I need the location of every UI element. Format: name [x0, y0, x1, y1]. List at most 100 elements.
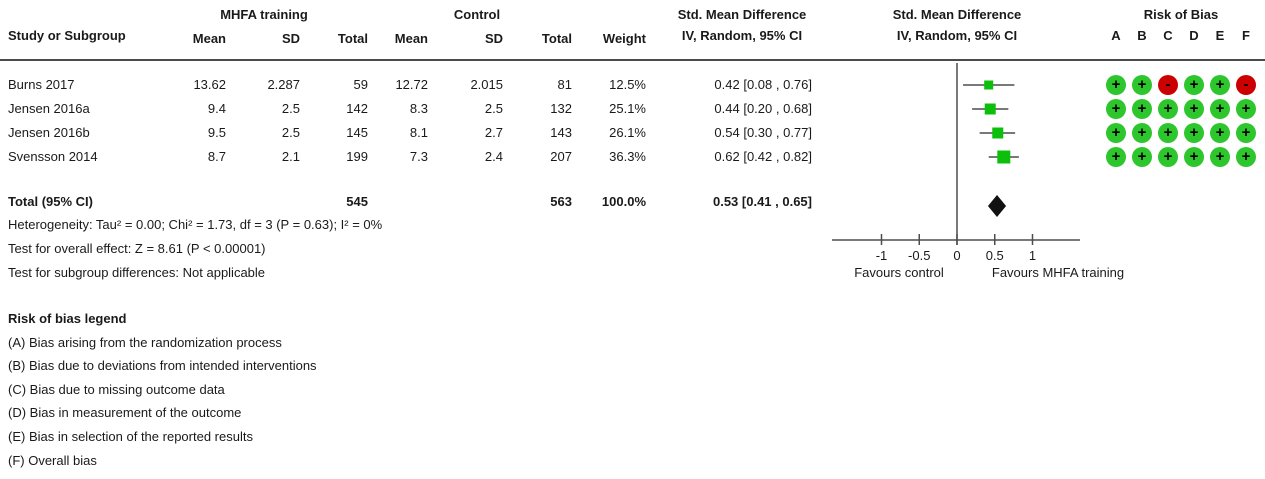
- study-sd1-value: 2.1: [281, 149, 300, 164]
- study-ci-value: 0.54 [0.30 , 0.77]: [714, 125, 812, 140]
- study-total1-value: 145: [346, 125, 368, 140]
- heterogeneity-stat: Heterogeneity: Tau² = 0.00; Chi² = 1.73,…: [8, 217, 383, 232]
- legend-item: (E) Bias in selection of the reported re…: [8, 428, 253, 444]
- study-weight-value: 25.1%: [609, 101, 646, 116]
- study-weight-value: 12.5%: [609, 77, 646, 92]
- mean-control-header: Mean: [394, 31, 428, 46]
- rob-letter-A: A: [1111, 28, 1121, 43]
- effect-square: [992, 127, 1004, 139]
- legend-item: (F) Overall bias: [8, 452, 97, 468]
- study-mean2-value: 7.3: [409, 149, 428, 164]
- study-name: Jensen 2016b: [8, 125, 90, 140]
- rob-low-risk-icon: +: [1106, 123, 1126, 143]
- study-name: Burns 2017: [8, 77, 75, 92]
- iv-random-col-header: IV, Random, 95% CI: [681, 28, 803, 43]
- study-mean2-value: 8.3: [409, 101, 428, 116]
- legend-title: Risk of bias legend: [8, 311, 127, 326]
- study-mean1-value: 9.5: [207, 125, 226, 140]
- risk-of-bias-header: Risk of Bias: [1143, 7, 1219, 22]
- total-row: Total (95% CI) 545 563 100.0% 0.53 [0.41…: [0, 190, 830, 214]
- rob-low-risk-icon: +: [1132, 147, 1152, 167]
- study-column-header: Study or Subgroup: [8, 28, 126, 43]
- axis-tick-label: 0: [953, 248, 960, 263]
- rob-low-risk-icon: +: [1106, 75, 1126, 95]
- rob-low-risk-icon: +: [1158, 99, 1178, 119]
- study-total2-value: 207: [550, 149, 572, 164]
- rob-low-risk-icon: +: [1132, 99, 1152, 119]
- mean-mhfa-header: Mean: [192, 31, 226, 46]
- study-sd1-value: 2.5: [281, 101, 300, 116]
- study-name: Svensson 2014: [8, 149, 98, 164]
- rob-letter-F: F: [1242, 28, 1250, 43]
- group-header-control: Control: [453, 7, 501, 22]
- study-sd2-value: 2.4: [484, 149, 503, 164]
- study-total2-value: 81: [557, 77, 572, 92]
- study-mean1-value: 13.62: [193, 77, 226, 92]
- rob-low-risk-icon: +: [1132, 75, 1152, 95]
- rob-low-risk-icon: +: [1106, 99, 1126, 119]
- rob-low-risk-icon: +: [1210, 99, 1230, 119]
- legend-items: (A) Bias arising from the randomization …: [8, 331, 317, 473]
- study-weight-value: 36.3%: [609, 149, 646, 164]
- rob-letter-B: B: [1137, 28, 1147, 43]
- axis-tick-label: 1: [1029, 248, 1036, 263]
- study-total1-value: 59: [353, 77, 368, 92]
- study-sd2-value: 2.015: [470, 77, 503, 92]
- rob-low-risk-icon: +: [1210, 123, 1230, 143]
- rob-low-risk-icon: +: [1132, 123, 1152, 143]
- header-separator-line: [0, 59, 1265, 61]
- legend-item: (D) Bias in measurement of the outcome: [8, 405, 242, 421]
- total-mhfa-header: Total: [337, 31, 368, 46]
- rob-high-risk-icon: -: [1236, 75, 1256, 95]
- study-mean2-value: 12.72: [395, 77, 428, 92]
- group-header-mhfa: MHFA training: [220, 7, 308, 22]
- rob-low-risk-icon: +: [1106, 147, 1126, 167]
- iv-random-plot-header: IV, Random, 95% CI: [896, 28, 1018, 43]
- study-row: Jensen 2016a 9.4 2.5 142 8.3 2.5 132 25.1% 0.44 …: [0, 97, 830, 121]
- smd-plot-header: Std. Mean Difference: [892, 7, 1022, 22]
- total-label: Total (95% CI): [8, 194, 93, 209]
- study-mean1-value: 9.4: [207, 101, 226, 116]
- axis-tick-label: -0.5: [908, 248, 930, 263]
- study-mean1-value: 8.7: [207, 149, 226, 164]
- study-sd1-value: 2.5: [281, 125, 300, 140]
- study-sd2-value: 2.5: [484, 101, 503, 116]
- study-row: Svensson 2014 8.7 2.1 199 7.3 2.4 207 36.3% 0.62…: [0, 145, 830, 169]
- sd-control-header: SD: [484, 31, 503, 46]
- legend-item: (C) Bias due to missing outcome data: [8, 381, 225, 397]
- total-control-value: 563: [550, 194, 572, 209]
- study-sd2-value: 2.7: [484, 125, 503, 140]
- total-control-header: Total: [541, 31, 572, 46]
- rob-low-risk-icon: +: [1210, 147, 1230, 167]
- study-sd1-value: 2.287: [267, 77, 300, 92]
- rob-low-risk-icon: +: [1236, 99, 1256, 119]
- effect-square: [984, 103, 996, 115]
- total-ci-value: 0.53 [0.41 , 0.65]: [712, 194, 812, 209]
- study-weight-value: 26.1%: [609, 125, 646, 140]
- study-mean2-value: 8.1: [409, 125, 428, 140]
- forest-plot-graphic: -1 -0.5 0 0.5 1 Favours control Favours MHFA t…: [832, 63, 1124, 280]
- subgroup-test-stat: Test for subgroup differences: Not appli…: [8, 265, 266, 280]
- rob-low-risk-icon: +: [1158, 147, 1178, 167]
- study-total1-value: 199: [346, 149, 368, 164]
- study-ci-value: 0.44 [0.20 , 0.68]: [714, 101, 812, 116]
- legend-item: (B) Bias due to deviations from intended…: [8, 358, 317, 374]
- legend-item: (A) Bias arising from the randomization …: [8, 334, 282, 350]
- study-row: Burns 2017 13.62 2.287 59 12.72 2.015 81 12.5% 0…: [0, 73, 830, 97]
- overall-effect-stat: Test for overall effect: Z = 8.61 (P < 0…: [8, 241, 266, 256]
- favours-left-label: Favours control: [854, 265, 944, 280]
- study-name: Jensen 2016a: [8, 101, 90, 116]
- study-total2-value: 143: [550, 125, 572, 140]
- axis-tick-label: -1: [876, 248, 888, 263]
- rob-letter-C: C: [1163, 28, 1173, 43]
- study-ci-value: 0.42 [0.08 , 0.76]: [714, 77, 812, 92]
- rob-low-risk-icon: +: [1210, 75, 1230, 95]
- smd-column-header: Std. Mean Difference: [677, 7, 807, 22]
- rob-low-risk-icon: +: [1184, 123, 1204, 143]
- axis-tick-label: 0.5: [986, 248, 1004, 263]
- effect-square: [997, 150, 1011, 164]
- weight-header: Weight: [602, 31, 646, 46]
- total-diamond: [987, 195, 1007, 217]
- rob-letter-E: E: [1215, 28, 1225, 43]
